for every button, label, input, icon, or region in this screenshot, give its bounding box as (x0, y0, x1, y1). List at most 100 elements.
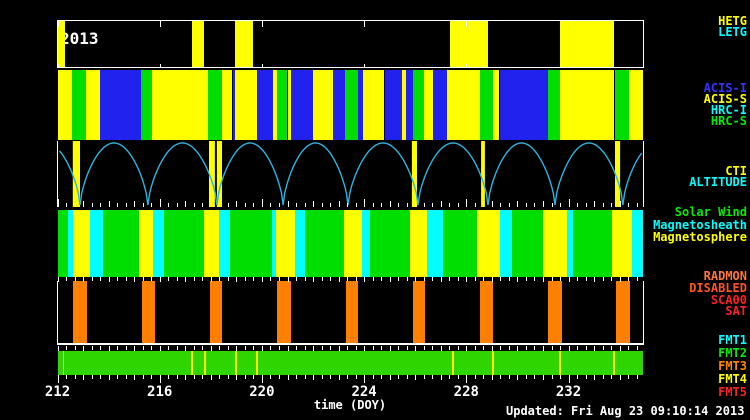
tick (219, 375, 221, 379)
tick (330, 375, 331, 379)
label-acis-i: ACIS-I (703, 81, 747, 95)
tick (440, 277, 442, 282)
tick (577, 375, 578, 379)
region-segment (410, 210, 427, 277)
tick (278, 346, 280, 350)
hetg-inserted-segment (235, 21, 253, 67)
tick (525, 346, 527, 350)
instrument-segment (433, 70, 448, 140)
label-hetg: HETG (718, 14, 747, 28)
tick (508, 375, 510, 379)
x-tick-label: 228 (453, 384, 479, 400)
tick (457, 346, 459, 350)
tick (270, 346, 272, 350)
label-altitude: ALTITUDE (689, 175, 747, 189)
tick (296, 203, 297, 207)
region-segment (72, 210, 90, 277)
tick (168, 375, 170, 379)
tick (432, 375, 434, 379)
tick (602, 375, 604, 379)
tick (466, 64, 468, 68)
tick (134, 277, 136, 282)
tick (508, 346, 510, 350)
tick (457, 277, 459, 281)
tick (525, 203, 527, 207)
tick (585, 203, 587, 207)
tick (142, 346, 144, 350)
tick (355, 375, 357, 379)
tick (364, 375, 366, 383)
tick (466, 375, 468, 383)
tick (270, 277, 272, 281)
tick (364, 64, 366, 68)
tick (611, 346, 613, 350)
tick (202, 203, 204, 207)
hetg-inserted-segment (191, 21, 205, 67)
year-label: 2013 (60, 29, 99, 48)
label-sat: SAT (725, 304, 747, 319)
tick (483, 203, 485, 207)
tick (491, 375, 493, 380)
instrument-segment (406, 70, 413, 140)
tick (176, 346, 178, 350)
tick (432, 203, 434, 207)
tick (227, 346, 229, 350)
instrument-segment (357, 70, 363, 140)
instrument-segment (412, 70, 425, 140)
tick (483, 346, 485, 350)
tick (304, 277, 306, 281)
tick (525, 375, 527, 379)
radmon-disabled-bar (412, 281, 426, 343)
tick (517, 277, 519, 282)
radmon-disabled-bar (346, 281, 358, 343)
tick (83, 375, 84, 380)
region-segment (305, 210, 344, 277)
instrument-segment (499, 70, 548, 140)
tick (389, 277, 391, 282)
tick (517, 346, 519, 351)
tick (551, 375, 553, 379)
tick (372, 277, 374, 281)
tick (415, 201, 417, 207)
tick (278, 375, 280, 379)
tick (466, 199, 468, 207)
altitude-band (57, 141, 644, 207)
altitude-curve (59, 142, 643, 206)
tick (57, 199, 59, 207)
region-segment (276, 210, 296, 277)
tick (57, 346, 59, 351)
tick (628, 346, 630, 350)
tick (525, 277, 527, 281)
region-segment (427, 210, 444, 277)
tick (142, 375, 144, 379)
altitude-curve-chart (59, 141, 643, 207)
tick (227, 203, 229, 207)
tick (466, 346, 468, 351)
tick (210, 375, 212, 380)
tick (270, 375, 272, 379)
tick (449, 203, 451, 207)
tick (619, 277, 621, 282)
tick (381, 346, 383, 350)
tick (185, 277, 187, 282)
tick (440, 201, 442, 207)
tick (210, 277, 212, 282)
tick (594, 201, 596, 207)
cti-bar (411, 141, 417, 207)
tick (108, 346, 110, 351)
tick (347, 277, 349, 281)
tick (585, 277, 587, 281)
tick (372, 375, 374, 379)
tick (185, 201, 187, 207)
tick (66, 203, 67, 207)
tick (151, 203, 153, 207)
tick (134, 201, 136, 207)
instrument-segment (256, 70, 274, 140)
instrument-segment (99, 70, 141, 140)
tick (560, 277, 561, 281)
tick (330, 346, 331, 350)
tick (585, 346, 587, 350)
fmt4-mark (491, 351, 494, 375)
instrument-segment (287, 70, 292, 140)
